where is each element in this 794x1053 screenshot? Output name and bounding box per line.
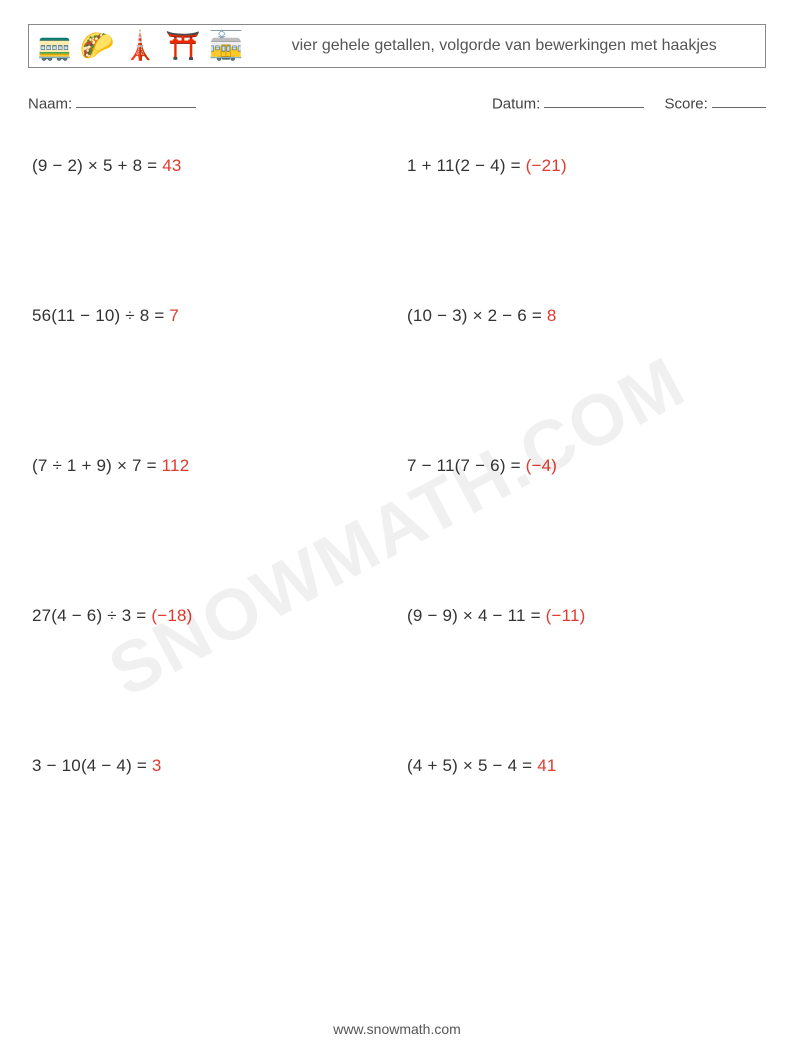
problem: (4 + 5) × 5 − 4 = 41 (407, 756, 762, 776)
footer-url: www.snowmath.com (0, 1021, 794, 1037)
problem: (9 − 9) × 4 − 11 = (−11) (407, 606, 762, 626)
date-label: Datum: (492, 95, 540, 112)
problem-expression: 1 + 11(2 − 4) = (407, 156, 526, 175)
problem-expression: 7 − 11(7 − 6) = (407, 456, 526, 475)
name-label: Naam: (28, 95, 72, 112)
problem: (9 − 2) × 5 + 8 = 43 (32, 156, 387, 176)
worksheet-header: 🚃 🌮 🗼 ⛩️ 🚋 vier gehele getallen, volgord… (28, 24, 766, 68)
problem: 56(11 − 10) ÷ 8 = 7 (32, 306, 387, 326)
problem-answer: (−18) (151, 606, 192, 625)
problem-answer: 7 (169, 306, 179, 325)
problems-grid: (9 − 2) × 5 + 8 = 43 1 + 11(2 − 4) = (−21… (28, 156, 766, 776)
problem-answer: (−21) (526, 156, 567, 175)
score-blank[interactable] (712, 94, 766, 108)
problem-answer: (−4) (526, 456, 558, 475)
problem-answer: 43 (162, 156, 181, 175)
problem-expression: 3 − 10(4 − 4) = (32, 756, 152, 775)
score-label: Score: (664, 95, 707, 112)
problem-expression: 56(11 − 10) ÷ 8 = (32, 306, 169, 325)
problem-answer: 41 (537, 756, 556, 775)
problem: 1 + 11(2 − 4) = (−21) (407, 156, 762, 176)
problem-expression: (9 − 2) × 5 + 8 = (32, 156, 162, 175)
problem-expression: (7 ÷ 1 + 9) × 7 = (32, 456, 162, 475)
name-field: Naam: (28, 94, 492, 112)
header-icons: 🚃 🌮 🗼 ⛩️ 🚋 (29, 32, 243, 60)
name-blank[interactable] (76, 94, 196, 108)
date-field: Datum: (492, 94, 645, 112)
date-blank[interactable] (544, 94, 644, 108)
icon-train: 🚃 (37, 32, 72, 60)
problem-answer: 3 (152, 756, 162, 775)
worksheet-title: vier gehele getallen, volgorde van bewer… (243, 32, 765, 60)
problem-expression: (9 − 9) × 4 − 11 = (407, 606, 546, 625)
problem-expression: (4 + 5) × 5 − 4 = (407, 756, 537, 775)
problem-answer: 112 (162, 456, 190, 475)
problem-expression: (10 − 3) × 2 − 6 = (407, 306, 547, 325)
problem: 7 − 11(7 − 6) = (−4) (407, 456, 762, 476)
problem: 27(4 − 6) ÷ 3 = (−18) (32, 606, 387, 626)
problem-answer: 8 (547, 306, 557, 325)
problem-answer: (−11) (546, 606, 586, 625)
problem: (10 − 3) × 2 − 6 = 8 (407, 306, 762, 326)
score-field: Score: (664, 94, 766, 112)
icon-taco: 🌮 (80, 32, 115, 60)
problem-expression: 27(4 − 6) ÷ 3 = (32, 606, 151, 625)
problem: (7 ÷ 1 + 9) × 7 = 112 (32, 456, 387, 476)
icon-tram: 🚋 (209, 32, 244, 60)
info-row: Naam: Datum: Score: (28, 94, 766, 112)
problem: 3 − 10(4 − 4) = 3 (32, 756, 387, 776)
icon-torii: ⛩️ (166, 32, 201, 60)
icon-tower: 🗼 (123, 32, 158, 60)
